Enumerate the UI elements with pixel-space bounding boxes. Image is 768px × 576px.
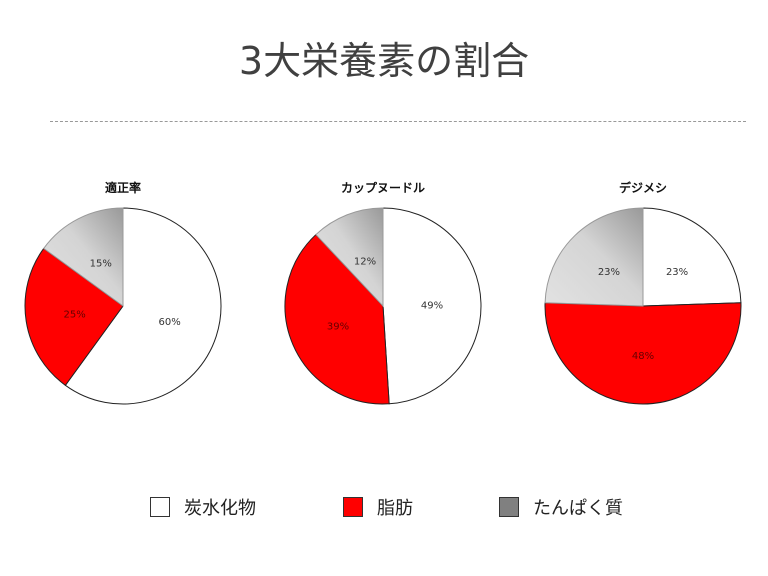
data-label: 48% (632, 351, 654, 362)
data-label: 15% (90, 258, 112, 269)
slice-protein (43, 207, 124, 307)
data-label: 23% (666, 267, 688, 278)
slice-carbs (642, 207, 742, 307)
legend-item-protein: たんぱく質 (499, 494, 623, 520)
data-label: 60% (158, 317, 180, 328)
data-label: 25% (63, 310, 85, 321)
legend-label: 脂肪 (377, 498, 413, 519)
slice-fat (544, 302, 742, 405)
legend-label: 炭水化物 (184, 498, 256, 519)
legend-swatch (343, 497, 363, 517)
pie-title: デジメシ (619, 180, 667, 195)
data-label: 23% (598, 267, 620, 278)
slice-protein (544, 207, 644, 307)
legend-item-carbs: 炭水化物 (150, 494, 256, 520)
legend-item-fat: 脂肪 (343, 494, 413, 520)
legend-swatch (499, 497, 519, 517)
page-title: 3大栄養素の割合 (238, 39, 530, 83)
pie-title: カップヌードル (341, 180, 425, 195)
data-label: 49% (421, 300, 443, 311)
data-label: 39% (327, 321, 349, 332)
pie-title: 適正率 (105, 180, 141, 195)
slice-carbs (64, 207, 222, 405)
data-label: 12% (354, 256, 376, 267)
slice-fat (24, 247, 124, 386)
legend-swatch (150, 497, 170, 517)
divider (50, 121, 746, 122)
legend-label: たんぱく質 (533, 498, 623, 519)
slice-carbs (382, 207, 482, 405)
slice-protein (315, 207, 384, 308)
slice-fat (284, 233, 390, 405)
